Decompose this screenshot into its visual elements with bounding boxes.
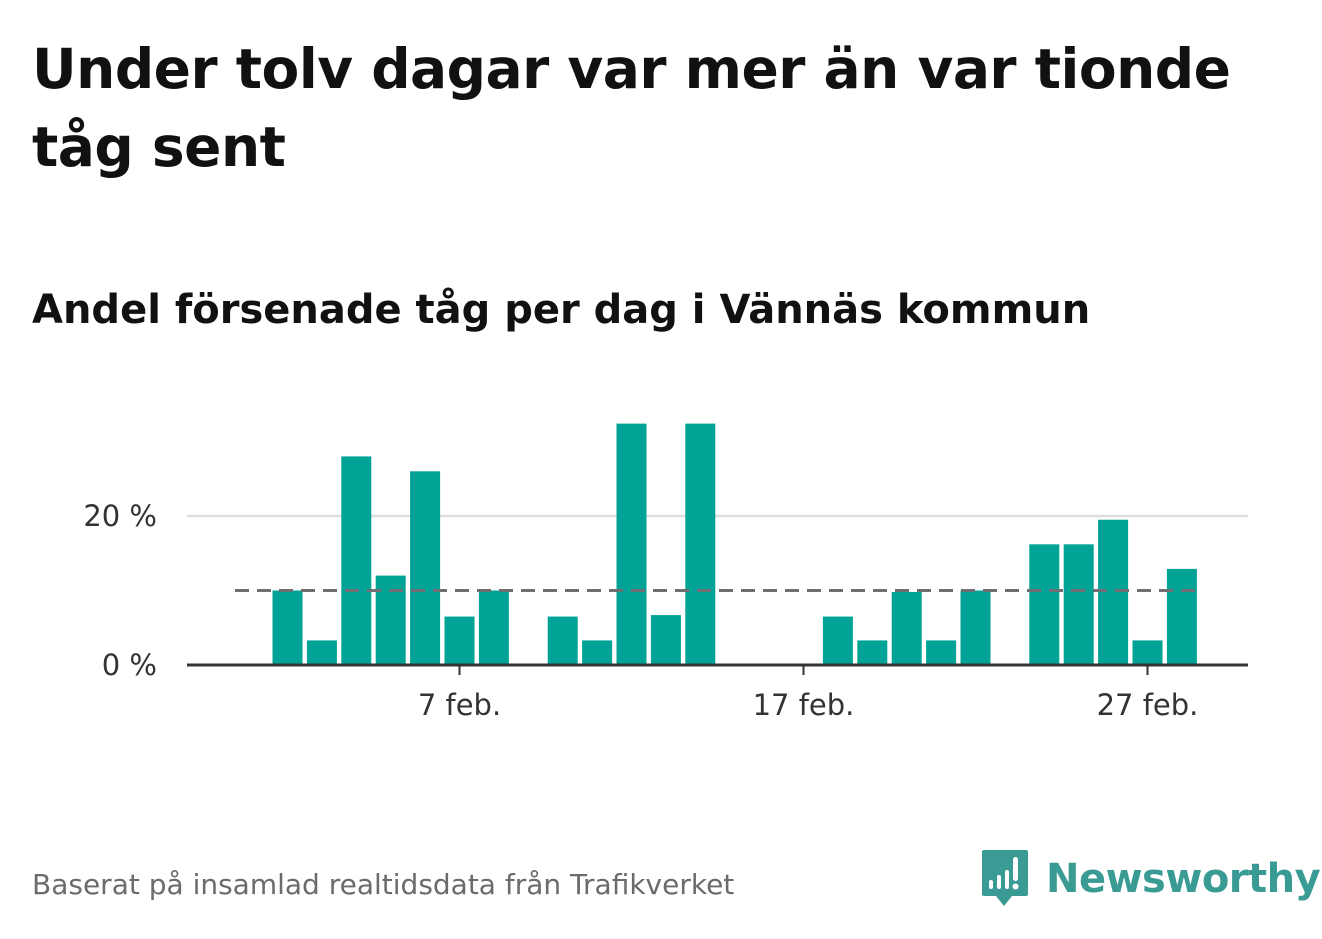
x-tick-label: 7 feb. — [418, 688, 501, 722]
bar — [547, 616, 578, 665]
bar-chart: 0 % 20 % 7 feb. 17 feb. 27 feb. — [83, 423, 1248, 722]
bar — [685, 423, 716, 665]
y-tick-label: 0 % — [102, 648, 157, 682]
bar — [478, 590, 509, 665]
bar — [926, 640, 957, 665]
bar — [1063, 544, 1094, 665]
bar — [1166, 568, 1197, 665]
bar — [444, 616, 475, 665]
bar — [272, 590, 303, 665]
x-tick-label: 27 feb. — [1097, 688, 1199, 722]
bar — [616, 423, 647, 665]
bar — [650, 615, 681, 665]
bar — [306, 640, 337, 665]
y-tick-label: 20 % — [83, 499, 157, 533]
bar — [582, 640, 613, 665]
bar — [822, 616, 853, 665]
bar — [891, 591, 922, 665]
brand-name: Newsworthy — [1046, 856, 1321, 902]
brand-logo: Newsworthy — [980, 848, 1321, 910]
bar — [857, 640, 888, 665]
bar — [1098, 519, 1129, 665]
bar — [960, 590, 991, 665]
x-tick-label: 17 feb. — [753, 688, 855, 722]
bar — [1132, 640, 1163, 665]
chart-title: Under tolv dagar var mer än var tionde t… — [32, 37, 1231, 179]
chart-subtitle: Andel försenade tåg per dag i Vännäs kom… — [32, 287, 1091, 333]
bar — [410, 471, 441, 665]
source-note: Baserat på insamlad realtidsdata från Tr… — [32, 868, 735, 901]
bar — [341, 456, 372, 665]
bar — [1029, 544, 1060, 665]
newsworthy-logo-icon — [982, 850, 1028, 906]
